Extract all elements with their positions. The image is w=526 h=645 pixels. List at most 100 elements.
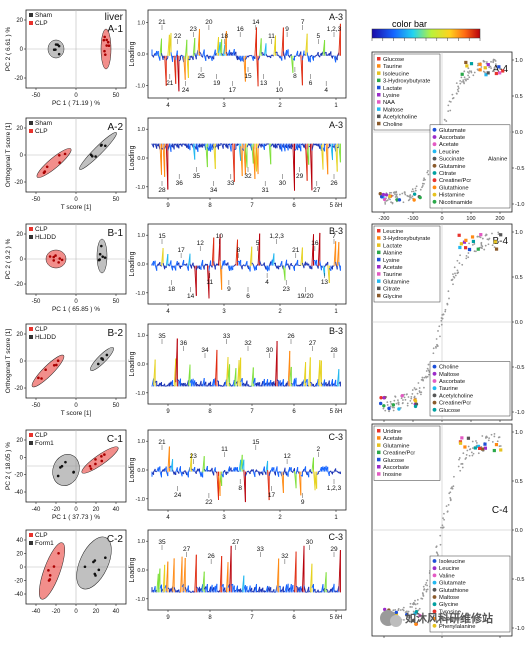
y-tick-label: -1.0 bbox=[136, 185, 145, 191]
x-tick-label: 1 bbox=[334, 515, 338, 521]
score-point bbox=[57, 359, 60, 362]
legend-marker bbox=[433, 595, 437, 599]
upper-metabolite-point bbox=[479, 233, 482, 236]
s-point bbox=[400, 609, 402, 611]
s-point bbox=[442, 527, 444, 529]
score-point bbox=[57, 261, 60, 264]
peak-label: 21 bbox=[158, 439, 166, 446]
score-point bbox=[46, 165, 49, 168]
colorbar bbox=[372, 29, 480, 38]
s-point bbox=[436, 552, 438, 554]
s-point bbox=[414, 387, 416, 389]
s-point bbox=[492, 70, 494, 72]
legend-entry-clp: CLP bbox=[35, 326, 48, 333]
legend-entry: Inosine bbox=[383, 472, 402, 478]
peak-label: 17 bbox=[268, 492, 276, 499]
legend-marker bbox=[377, 236, 381, 240]
legend-marker bbox=[377, 229, 381, 233]
s-point bbox=[433, 347, 435, 349]
s-point bbox=[409, 606, 411, 608]
s-point bbox=[415, 190, 417, 192]
legend-marker bbox=[377, 265, 381, 269]
y-tick-label: 0 bbox=[20, 455, 24, 461]
legend-bottom: CholineMaltoseAscorbateTaurineAcetylchol… bbox=[430, 362, 510, 416]
x-tick-label: 20 bbox=[93, 507, 100, 513]
s-point bbox=[392, 407, 394, 409]
peak-label: 16 bbox=[311, 240, 319, 247]
lower-metabolite-point bbox=[414, 399, 417, 402]
upper-metabolite-point bbox=[478, 63, 481, 66]
legend-top: UridineAcetateGlutamineCreatine/PcrGluco… bbox=[374, 426, 440, 480]
x-tick-label: 6 bbox=[292, 409, 296, 415]
peak-label: 12 bbox=[197, 240, 205, 247]
x-tick-label: 7 bbox=[250, 615, 254, 621]
legend-marker bbox=[377, 251, 381, 255]
y-tick-label: -1.0 bbox=[515, 202, 524, 208]
s-point bbox=[397, 399, 399, 401]
s-point bbox=[396, 403, 398, 405]
legend-marker bbox=[377, 287, 381, 291]
legend-marker bbox=[377, 472, 381, 476]
s-point bbox=[473, 243, 475, 245]
legend-entry: Lysine bbox=[383, 258, 400, 264]
y-axis-label: Orthogonal T score [1] bbox=[5, 123, 12, 188]
y-tick-label: 0.5 bbox=[515, 94, 523, 100]
y-tick-label: -20 bbox=[14, 282, 23, 288]
score-point bbox=[100, 144, 103, 147]
panel-label: B-2 bbox=[107, 328, 123, 339]
legend-marker bbox=[377, 79, 381, 83]
s-point bbox=[426, 579, 428, 581]
x-tick-label: 0 bbox=[74, 609, 78, 615]
lower-metabolite-point bbox=[379, 402, 382, 405]
peak-label: 27 bbox=[232, 539, 240, 546]
peak-label: 36 bbox=[180, 340, 188, 347]
y-tick-label: 0.0 bbox=[137, 468, 145, 474]
s-point bbox=[471, 455, 473, 457]
legend-entry-hljdd: HLJDD bbox=[35, 334, 56, 341]
upper-metabolite-point bbox=[499, 233, 502, 236]
y-axis-label: PC 2 ( 6.61 ) % bbox=[5, 27, 12, 72]
score-point bbox=[57, 552, 60, 555]
s-point bbox=[423, 595, 425, 597]
legend-entry: Isoleucine bbox=[383, 71, 409, 77]
upper-metabolite-point bbox=[461, 73, 464, 76]
legend-entry: Glutathione bbox=[439, 185, 469, 191]
s-point bbox=[468, 72, 470, 74]
score-point bbox=[101, 255, 104, 258]
peak-label: 6 bbox=[246, 293, 250, 300]
y-tick-label: 1.0 bbox=[137, 333, 145, 339]
x-axis-label: T score [1] bbox=[61, 204, 92, 211]
x-tick-label: -50 bbox=[32, 197, 41, 203]
x-tick-label: 5 δH bbox=[330, 615, 343, 621]
s-point bbox=[421, 598, 423, 600]
s-point bbox=[411, 191, 413, 193]
s-point bbox=[469, 455, 471, 457]
s-point bbox=[462, 467, 464, 469]
lower-metabolite-point bbox=[401, 394, 404, 397]
y-axis-label: PC 2 ( 9.2 ) % bbox=[5, 238, 12, 279]
s-point bbox=[415, 608, 417, 610]
upper-metabolite-point bbox=[464, 246, 467, 249]
peak-label: 14 bbox=[252, 19, 260, 26]
y-tick-label: -1.0 bbox=[515, 626, 524, 632]
peak-label: 33 bbox=[227, 180, 235, 187]
legend-entry: Glycine bbox=[383, 294, 402, 300]
legend-entry: Creatine/Pcr bbox=[383, 451, 415, 457]
s-point bbox=[493, 436, 495, 438]
legend-entry: Glutamate bbox=[439, 581, 466, 587]
legend-marker bbox=[377, 107, 381, 111]
legend-marker bbox=[377, 115, 381, 119]
legend-swatch bbox=[29, 533, 33, 537]
score-point bbox=[106, 354, 109, 357]
upper-metabolite-point bbox=[470, 62, 473, 65]
peak-label: 35 bbox=[158, 333, 166, 340]
upper-metabolite-point bbox=[479, 68, 482, 71]
s-point bbox=[462, 452, 464, 454]
s-point bbox=[420, 189, 422, 191]
peak-label: 15 bbox=[158, 233, 166, 240]
s-point bbox=[471, 451, 473, 453]
score-point bbox=[57, 475, 60, 478]
x-tick-label: 0 bbox=[74, 403, 78, 409]
s-point bbox=[450, 498, 452, 500]
